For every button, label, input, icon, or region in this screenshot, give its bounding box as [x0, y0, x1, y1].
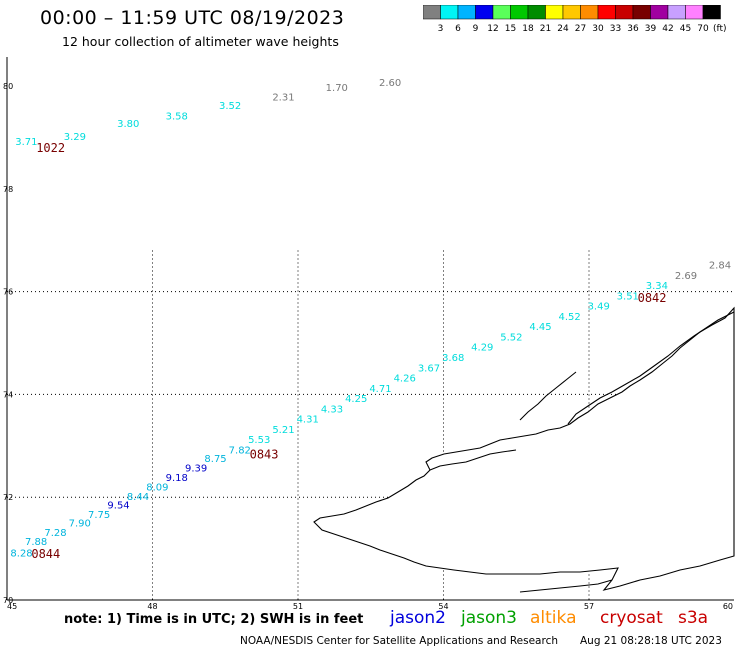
colorbar-tick-label: 30 — [592, 24, 604, 34]
colorbar-tick-label: 18 — [522, 24, 534, 34]
legend-altika: altika — [530, 608, 577, 628]
wave-height-colorbar: 3 6 9 12 15 18 21 24 27 30 33 36 39 42 45 70 (ft) — [423, 5, 727, 34]
wave-height-value: 3.52 — [219, 101, 241, 112]
latitude-label: 78 — [3, 185, 13, 194]
wave-height-value: 4.33 — [321, 404, 343, 415]
wave-height-value: 4.26 — [394, 374, 416, 385]
wave-height-value: 4.45 — [529, 322, 551, 333]
wave-height-value: 4.29 — [471, 343, 493, 354]
colorbar-unit-label: (ft) — [713, 24, 727, 34]
wave-height-value: 7.82 — [229, 446, 251, 457]
wave-height-value: 4.31 — [297, 415, 319, 426]
colorbar-tick-label: 45 — [680, 24, 691, 34]
colorbar-tick-label: 12 — [487, 24, 498, 34]
page-subtitle: 12 hour collection of altimeter wave hei… — [62, 34, 339, 49]
pass-time-label: 0843 — [250, 448, 279, 462]
wave-height-value: 3.80 — [117, 119, 139, 130]
colorbar-tick-label: 21 — [540, 24, 551, 34]
legend-cryosat: cryosat — [600, 608, 663, 628]
wave-height-value: 2.84 — [709, 260, 731, 271]
wave-height-value: 2.60 — [379, 78, 401, 89]
wave-height-value: 5.21 — [272, 425, 294, 436]
pass-time-label: 0844 — [31, 547, 60, 561]
colorbar-tick-label: 39 — [645, 24, 657, 34]
wave-height-value: 3.49 — [588, 302, 610, 313]
longitude-label: 60 — [723, 602, 733, 611]
wave-height-value: 3.71 — [15, 137, 37, 148]
colorbar-tick-label: 3 — [438, 24, 444, 34]
wave-height-value: 1.70 — [326, 83, 348, 94]
wave-height-value: 8.75 — [204, 454, 226, 465]
colorbar-tick-label: 6 — [455, 24, 461, 34]
colorbar-swatch — [702, 5, 721, 20]
wave-height-value: 7.90 — [69, 518, 91, 529]
wave-height-value: 7.88 — [25, 537, 47, 548]
pass-time-label: 0842 — [638, 291, 667, 305]
wave-height-value: 2.69 — [675, 271, 697, 282]
latitude-label: 72 — [3, 493, 13, 502]
wave-height-value: 8.28 — [10, 548, 32, 559]
map-note: note: 1) Time is in UTC; 2) SWH is in fe… — [64, 612, 364, 627]
wave-height-value: 3.68 — [442, 353, 464, 364]
wave-height-value: 8.44 — [127, 492, 149, 503]
wave-height-value: 7.75 — [88, 510, 110, 521]
wave-height-value: 3.51 — [617, 291, 639, 302]
wave-height-value: 9.54 — [107, 501, 129, 512]
colorbar-tick-label: 70 — [697, 24, 709, 34]
longitude-label: 57 — [584, 602, 594, 611]
latitude-label: 76 — [3, 288, 13, 297]
wave-height-value: 9.39 — [185, 464, 207, 475]
wave-height-value: 4.25 — [345, 394, 367, 405]
legend-jason3: jason3 — [461, 608, 517, 628]
colorbar-tick-label: 27 — [575, 24, 586, 34]
footer-timestamp: Aug 21 08:28:18 UTC 2023 — [580, 635, 722, 647]
colorbar-tick-label: 15 — [505, 24, 516, 34]
footer-credit: NOAA/NESDIS Center for Satellite Applica… — [240, 635, 558, 647]
wave-height-value: 3.29 — [64, 132, 86, 143]
wave-height-value: 7.28 — [44, 528, 66, 539]
wave-height-value: 4.71 — [369, 384, 391, 395]
wave-height-value: 3.58 — [166, 111, 188, 122]
latitude-label: 74 — [3, 390, 13, 399]
longitude-label: 51 — [293, 602, 303, 611]
wave-height-value: 3.34 — [646, 281, 668, 292]
wave-height-value: 5.53 — [248, 435, 270, 446]
page-title: 00:00 – 11:59 UTC 08/19/2023 — [40, 7, 345, 29]
pass-time-label: 1022 — [36, 141, 65, 155]
colorbar-tick-label: 33 — [610, 24, 621, 34]
wave-height-value: 4.52 — [558, 312, 580, 323]
legend-jason2: jason2 — [390, 608, 446, 628]
wave-height-value: 9.18 — [166, 473, 188, 484]
novaya-zemlya-land — [313, 306, 735, 593]
colorbar-tick-label: 36 — [627, 24, 639, 34]
longitude-label: 48 — [147, 602, 157, 611]
wave-height-value: 3.67 — [418, 363, 440, 374]
latitude-label: 70 — [3, 596, 13, 605]
colorbar-tick-label: 24 — [557, 24, 569, 34]
latitude-label: 80 — [3, 82, 13, 91]
wave-height-value: 2.31 — [272, 92, 294, 103]
longitude-label: 45 — [7, 602, 17, 611]
colorbar-tick-label: 42 — [662, 24, 673, 34]
wave-height-value: 8.09 — [146, 483, 168, 494]
longitude-label: 54 — [438, 602, 448, 611]
legend-s3a: s3a — [678, 608, 709, 628]
colorbar-tick-label: 9 — [473, 24, 479, 34]
wave-height-value: 5.52 — [500, 332, 522, 343]
